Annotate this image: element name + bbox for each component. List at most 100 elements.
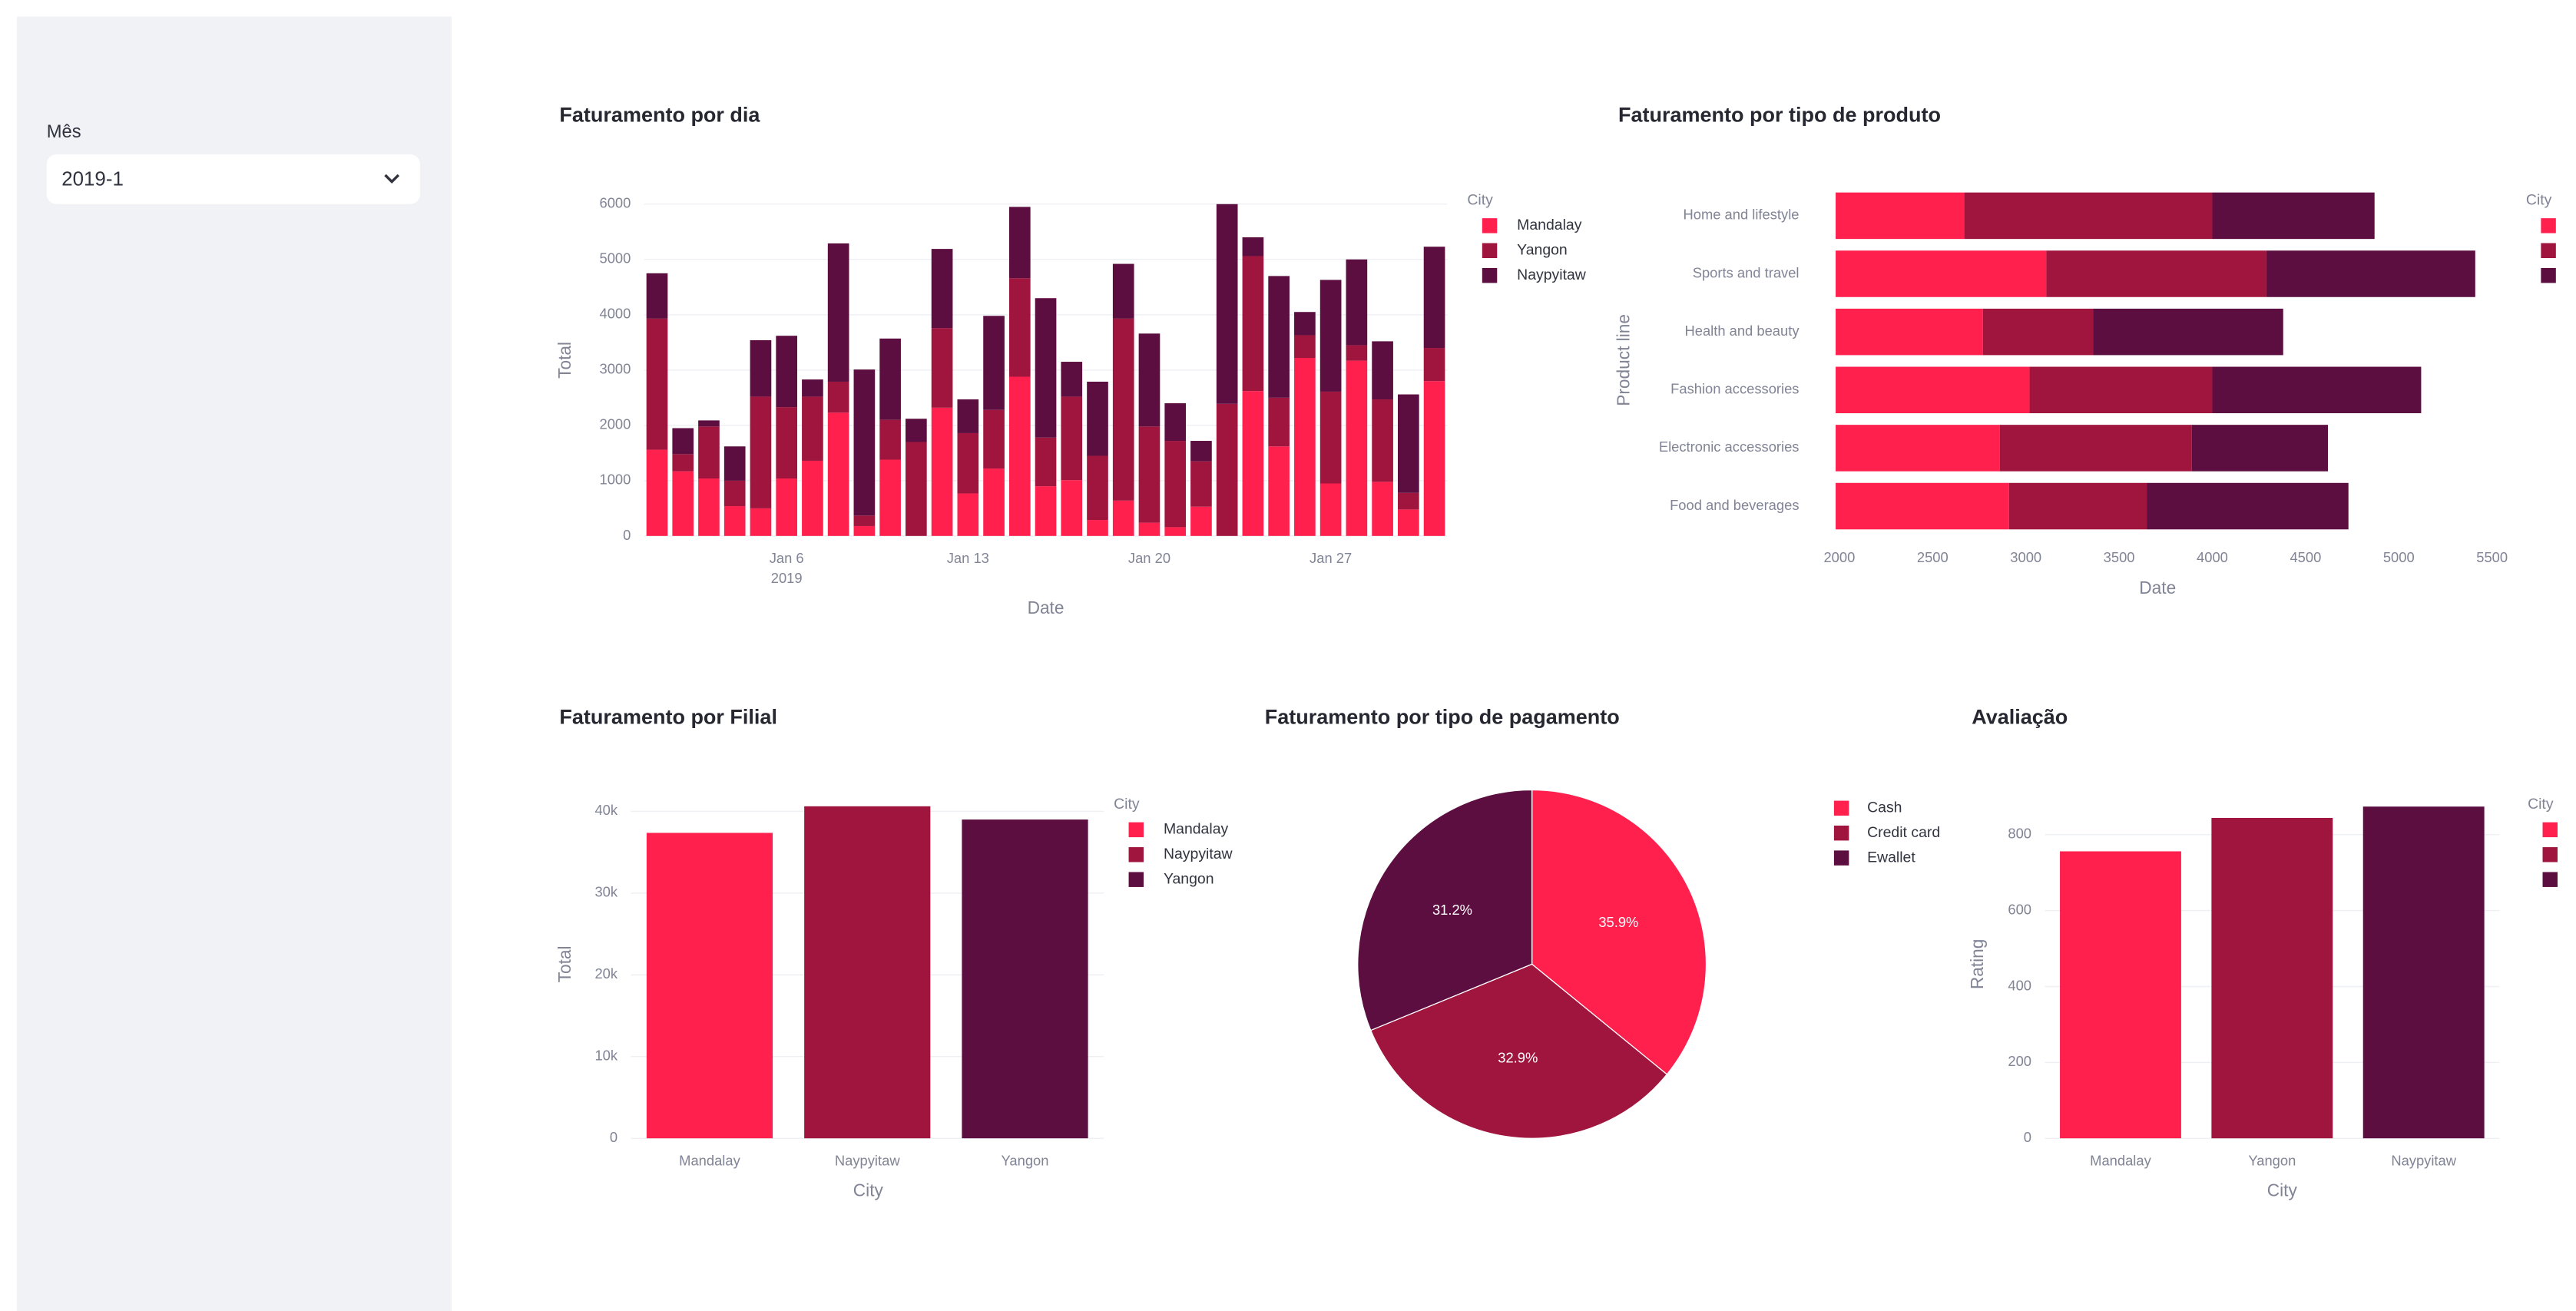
bar-segment (1164, 403, 1187, 442)
x-tick-label: 5500 (2476, 549, 2508, 565)
legend-label: Credit card (1867, 824, 1940, 841)
bar-segment (1190, 461, 1212, 507)
bar-segment (879, 459, 901, 536)
y-tick-label: 6000 (599, 195, 631, 211)
bar-segment (776, 407, 798, 479)
y-tick-label: Electronic accessories (1659, 439, 1800, 455)
select-value[interactable]: 2019-1 (61, 168, 124, 190)
bar-segment (2212, 366, 2422, 414)
bar-segment (1836, 482, 2009, 530)
y-tick-label: 0 (2024, 1129, 2031, 1145)
bar-segment (2008, 482, 2147, 530)
bars (646, 806, 1088, 1139)
x-tick-label: Jan 27 (1310, 550, 1352, 566)
bar-segment (698, 426, 720, 479)
bar-segment (1372, 482, 1393, 536)
bar-segment (1268, 276, 1290, 398)
bar-segment (1008, 278, 1031, 377)
x-tick-label: Jan 13 (947, 550, 989, 566)
x-tick-label: 2500 (1917, 549, 1949, 565)
pie-slice (1531, 789, 1707, 1075)
legend-label: Naypyitaw (1164, 846, 1233, 862)
bar-segment (1242, 256, 1264, 392)
bar-segment (1087, 455, 1108, 521)
bar-segment (1836, 308, 1983, 356)
legend-title: City (2528, 796, 2554, 813)
bar-segment (931, 328, 953, 408)
bar-segment (1423, 348, 1445, 382)
legend-label: Mandalay (1164, 821, 1229, 838)
x-axis-title: City (2267, 1180, 2298, 1200)
y-tick-label: 4000 (599, 306, 631, 322)
x-tick-label: Naypyitaw (835, 1152, 900, 1168)
chart-title: Faturamento por tipo de produto (1618, 103, 1941, 126)
bar-segment (2046, 250, 2266, 297)
y-tick-label: 600 (2008, 901, 2031, 917)
bar-segment (776, 336, 798, 408)
y-axis-title: Rating (1967, 939, 1987, 990)
bar-segment (1035, 437, 1057, 487)
legend-swatch (1833, 825, 1849, 841)
y-tick-label: Health and beauty (1684, 323, 1800, 339)
bar-segment (1294, 312, 1316, 336)
bar-segment (931, 249, 953, 329)
bar-segment (1397, 509, 1419, 536)
bar-segment (1346, 345, 1368, 361)
bar-segment (672, 454, 694, 472)
bar-segment (723, 446, 746, 481)
bar-segment (1346, 259, 1368, 346)
y-axis-title: Product line (1614, 314, 1634, 406)
x-tick-label: 4000 (2197, 549, 2228, 565)
bar-segment (672, 428, 694, 455)
bar-segment (1294, 335, 1316, 359)
bar-segment (802, 460, 823, 536)
bar-segment (827, 243, 849, 382)
month-select[interactable]: 2019-1 (46, 154, 420, 204)
bar (804, 806, 931, 1139)
bar-segment (750, 339, 772, 397)
bar-segment (698, 420, 720, 427)
bar (962, 819, 1088, 1139)
bar-segment (1061, 396, 1083, 481)
legend-label: Ewallet (1867, 849, 1915, 866)
legend-swatch (1833, 850, 1849, 866)
bar-segment (2212, 192, 2375, 240)
bar-segment (1423, 247, 1445, 349)
select-label: Mês (47, 121, 81, 142)
bar-segment (1242, 391, 1264, 536)
bar-segment (1190, 506, 1212, 536)
bar-segment (776, 478, 798, 536)
y-tick-label: Fashion accessories (1670, 381, 1799, 397)
select-chevron[interactable] (384, 174, 400, 184)
bar-segment (879, 419, 901, 460)
y-tick-label: 200 (2008, 1053, 2031, 1069)
bar-segment (1164, 441, 1187, 528)
bars (2060, 806, 2485, 1139)
bar-segment (2093, 308, 2283, 356)
slice-label: 31.2% (1432, 902, 1472, 918)
x-axis-title: Date (1028, 598, 1065, 617)
bar-segment (2029, 366, 2213, 414)
bar-segment (1164, 527, 1187, 536)
chart-title: Faturamento por dia (559, 103, 760, 126)
bar-segment (1836, 366, 2030, 414)
bar-segment (1319, 391, 1342, 484)
bar-segment (1216, 403, 1238, 536)
y-tick-label: 5000 (599, 250, 631, 267)
y-tick-label: 0 (623, 527, 631, 543)
bar-segment (1112, 318, 1134, 501)
bar (2362, 806, 2485, 1139)
bar-segment (1061, 362, 1083, 397)
bar-segment (1423, 381, 1445, 536)
bar-segment (1268, 446, 1290, 536)
y-tick-label: Home and lifestyle (1683, 207, 1799, 223)
slice-label: 35.9% (1598, 914, 1638, 930)
bars (1836, 192, 2475, 530)
bar-segment (1008, 207, 1031, 279)
bar-segment (853, 369, 876, 516)
legend-title: City (1114, 796, 1140, 813)
bar-segment (1087, 520, 1108, 536)
select-box[interactable] (46, 154, 420, 204)
bar-segment (1112, 500, 1134, 536)
